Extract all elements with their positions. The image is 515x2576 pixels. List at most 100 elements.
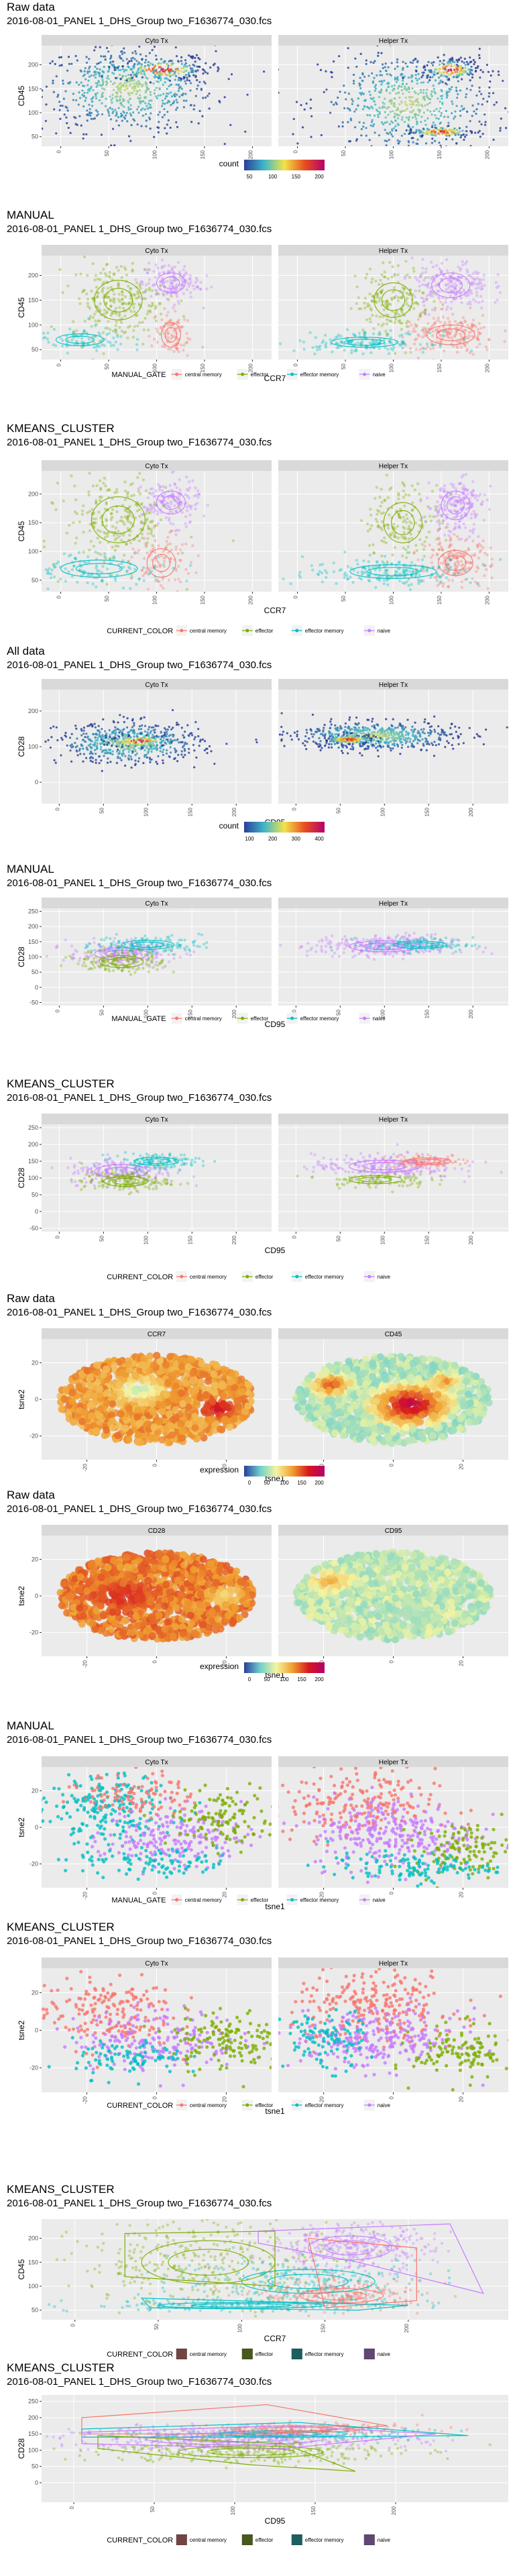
data-point: [139, 502, 143, 506]
data-point: [402, 525, 405, 529]
data-point: [428, 347, 433, 351]
data-point: [405, 116, 408, 119]
data-point: [184, 271, 188, 274]
data-point: [376, 292, 379, 295]
data-point: [450, 503, 453, 506]
data-point: [150, 106, 152, 109]
legend-tick-label: 150: [292, 174, 301, 180]
data-point: [471, 280, 474, 284]
data-point: [379, 278, 382, 282]
data-point: [489, 80, 492, 83]
data-point: [155, 58, 158, 61]
data-point: [422, 304, 426, 307]
data-point: [123, 70, 125, 73]
data-point: [135, 93, 137, 95]
data-point: [433, 131, 436, 134]
data-point: [147, 527, 151, 531]
data-point: [96, 343, 99, 347]
data-point: [444, 329, 447, 333]
data-point: [333, 60, 335, 63]
data-point: [438, 267, 441, 270]
data-point: [398, 142, 400, 145]
data-point: [476, 567, 480, 570]
data-point: [365, 573, 369, 576]
data-point: [110, 512, 113, 515]
data-point: [488, 92, 491, 95]
data-point: [101, 87, 104, 90]
data-point: [413, 165, 415, 167]
data-point: [472, 58, 475, 62]
data-point: [420, 296, 423, 300]
data-point: [153, 524, 156, 528]
data-point: [426, 89, 428, 91]
data-point: [144, 317, 147, 320]
data-point: [398, 96, 401, 99]
data-point: [436, 584, 439, 587]
data-point: [378, 107, 381, 109]
data-point: [142, 505, 146, 509]
data-point: [64, 90, 67, 93]
data-point: [439, 60, 441, 62]
data-point: [400, 309, 404, 313]
data-point: [450, 300, 453, 304]
data-point: [194, 280, 197, 284]
data-point: [177, 78, 180, 81]
data-point: [180, 70, 183, 72]
data-point: [420, 115, 423, 118]
data-point: [175, 68, 178, 70]
data-point: [398, 85, 400, 88]
data-point: [105, 519, 109, 523]
data-point: [187, 284, 190, 288]
data-point: [436, 283, 440, 286]
data-point: [97, 511, 101, 514]
data-point: [188, 521, 192, 524]
data-point: [137, 578, 141, 581]
data-point: [154, 305, 158, 308]
data-point: [74, 123, 77, 125]
data-point: [353, 274, 357, 278]
data-point: [143, 70, 146, 73]
density-contour: [164, 327, 178, 343]
data-point: [437, 566, 441, 570]
data-point: [338, 55, 341, 58]
data-point: [52, 327, 56, 331]
data-point: [137, 295, 141, 299]
data-point: [164, 103, 166, 105]
data-point: [459, 508, 463, 511]
data-point: [467, 548, 471, 552]
data-point: [128, 92, 131, 95]
data-point: [157, 544, 160, 547]
data-point: [204, 82, 207, 85]
data-point: [385, 69, 388, 72]
data-point: [178, 494, 181, 498]
data-point: [190, 70, 193, 73]
data-point: [64, 105, 67, 108]
data-point: [115, 86, 118, 89]
data-point: [427, 313, 431, 317]
data-point: [410, 128, 412, 131]
data-point: [149, 81, 152, 84]
data-point: [466, 492, 469, 496]
data-point: [91, 105, 94, 107]
data-point: [481, 562, 485, 566]
data-point: [403, 519, 406, 522]
data-point: [424, 313, 427, 316]
data-point: [404, 351, 407, 355]
data-point: [133, 292, 136, 297]
chart-title: MANUAL: [7, 209, 54, 221]
data-point: [443, 490, 446, 494]
data-point: [447, 533, 451, 537]
data-point: [448, 134, 451, 137]
data-point: [434, 92, 437, 95]
data-point: [186, 319, 190, 323]
data-point: [437, 76, 441, 79]
data-point: [151, 49, 154, 52]
data-point: [169, 84, 172, 87]
data-point: [392, 89, 394, 92]
data-point: [449, 482, 453, 486]
data-point: [95, 305, 99, 309]
data-point: [177, 578, 180, 581]
data-point: [150, 112, 152, 115]
data-point: [432, 317, 436, 320]
data-point: [282, 578, 285, 581]
